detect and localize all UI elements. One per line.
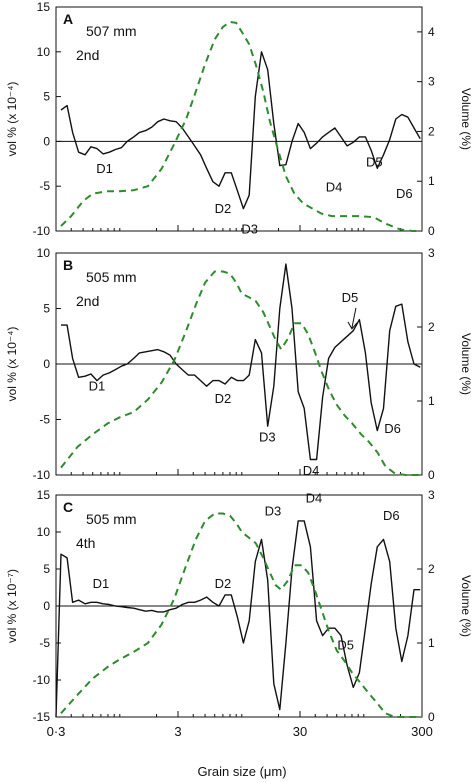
left-tick-label: -10 (33, 468, 51, 482)
left-tick-label: -10 (33, 224, 51, 238)
peak-label-d6: D6 (396, 186, 413, 201)
depth-label: 505 mm (86, 511, 137, 527)
left-tick-label: 10 (37, 525, 51, 539)
peak-label-d4: D4 (303, 463, 320, 478)
right-tick-label: 3 (428, 75, 435, 89)
peak-label-d4: D4 (306, 490, 323, 505)
peak-label-d2: D2 (215, 576, 232, 591)
left-tick-label: -5 (39, 179, 50, 193)
right-tick-label: 1 (428, 174, 435, 188)
differential-series-line (60, 51, 421, 210)
peak-label-d1: D1 (96, 161, 113, 176)
peak-label-d5: D5 (337, 638, 354, 653)
order-label: 2nd (76, 293, 99, 309)
panel-b: -10 -5 0 5 10 0 1 2 3 vol % (x 10⁻⁴) Volume (%) B 50… (5, 246, 473, 482)
left-axis-title: vol % (x 10⁻⁴) (5, 82, 19, 157)
peak-label-d1: D1 (89, 379, 106, 394)
right-tick-label: 2 (428, 320, 435, 334)
right-tick-label: 0 (428, 224, 435, 238)
left-tick-label: 15 (37, 488, 51, 502)
peak-label-d6: D6 (384, 421, 401, 436)
differential-series-line (61, 263, 421, 461)
left-axis-title: vol % (x 10⁻⁴) (5, 327, 19, 402)
peak-label-d4: D4 (326, 180, 343, 195)
depth-label: 507 mm (86, 23, 137, 39)
left-tick-label: 5 (43, 562, 50, 576)
right-tick-label: 4 (428, 25, 435, 39)
order-label: 2nd (76, 47, 99, 63)
x-tick-label: 3 (174, 724, 181, 739)
left-tick-label: -10 (33, 673, 51, 687)
left-tick-label: 5 (43, 302, 50, 316)
d5-arrow-shaft (351, 307, 357, 328)
left-tick-label: 10 (37, 246, 51, 260)
left-tick-label: -5 (39, 413, 50, 427)
order-label: 4th (76, 535, 95, 551)
panel-c: -15 -10 -5 0 5 10 15 0 1 2 3 vol % (x 10⁻⁷) Volume (… (5, 488, 473, 724)
peak-label-d2: D2 (215, 391, 232, 406)
right-axis-title: Volume (%) (459, 575, 473, 637)
x-tick-label: 0·3 (47, 724, 66, 739)
peak-label-d1: D1 (93, 576, 110, 591)
left-tick-label: -5 (39, 636, 50, 650)
panel-letter: B (63, 257, 73, 273)
volume-series-line (60, 512, 422, 718)
right-tick-label: 3 (428, 246, 435, 260)
panel-a: -10 -5 0 5 10 15 0 1 2 3 4 vol % (x 10⁻⁴) Volume (%)… (5, 0, 473, 238)
panel-letter: A (63, 11, 73, 27)
peak-label-d5: D5 (342, 290, 359, 305)
right-tick-label: 1 (428, 636, 435, 650)
left-tick-label: 15 (37, 0, 51, 14)
peak-label-d6: D6 (383, 508, 400, 523)
depth-label: 505 mm (86, 269, 137, 285)
left-tick-label: 5 (43, 90, 50, 104)
differential-series-line (55, 520, 421, 718)
volume-series-line (60, 270, 422, 476)
right-tick-label: 3 (428, 488, 435, 502)
left-tick-label: 0 (43, 357, 50, 371)
right-tick-label: 0 (428, 710, 435, 724)
left-axis-title: vol % (x 10⁻⁷) (5, 569, 19, 643)
left-tick-label: 0 (43, 599, 50, 613)
left-tick-label: -15 (33, 710, 51, 724)
x-axis-title: Grain size (μm) (197, 764, 286, 779)
left-tick-label: 10 (37, 45, 51, 59)
peak-label-d2: D2 (215, 201, 232, 216)
x-tick-label: 30 (293, 724, 307, 739)
panel-letter: C (63, 499, 73, 515)
right-axis-title: Volume (%) (459, 88, 473, 150)
panel-frame (55, 6, 423, 232)
right-tick-label: 2 (428, 562, 435, 576)
right-axis-title: Volume (%) (459, 333, 473, 395)
right-tick-label: 0 (428, 468, 435, 482)
peak-label-d3: D3 (241, 222, 258, 237)
x-tick-label: 300 (411, 724, 433, 739)
peak-label-d5: D5 (366, 154, 383, 169)
peak-label-d3: D3 (265, 504, 282, 519)
peak-label-d3: D3 (259, 430, 276, 445)
left-tick-label: 0 (43, 134, 50, 148)
d5-arrow-head (347, 321, 358, 330)
right-tick-label: 2 (428, 124, 435, 138)
right-tick-label: 1 (428, 394, 435, 408)
volume-series-line (60, 20, 422, 232)
